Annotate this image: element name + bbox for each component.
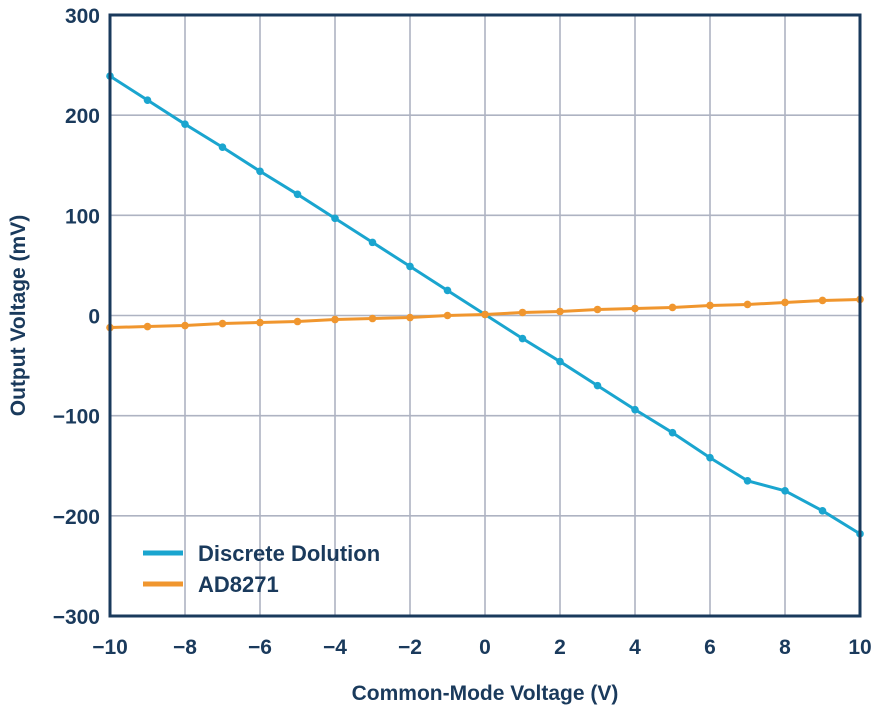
x-tick-label: −10 [92, 636, 128, 659]
data-point [256, 167, 264, 176]
x-tick-label: 0 [479, 636, 491, 659]
data-point [443, 286, 452, 295]
data-point [668, 428, 677, 437]
data-point [256, 318, 264, 327]
x-tick-label: −6 [248, 636, 272, 659]
data-point [406, 313, 414, 322]
data-point [818, 507, 827, 515]
data-point [668, 303, 677, 312]
y-tick-label: −200 [53, 506, 100, 529]
x-tick-labels: −10 −8 −6 −4 −2 0 2 4 6 8 10 [92, 636, 871, 659]
data-point [593, 305, 602, 314]
data-point [556, 357, 564, 366]
data-point [368, 314, 377, 323]
data-point [743, 300, 752, 309]
data-point [443, 311, 452, 320]
data-point [556, 307, 564, 316]
x-tick-label: 8 [779, 636, 791, 659]
data-point [406, 262, 414, 271]
y-axis-title: Output Voltage (mV) [7, 215, 30, 416]
legend-label: AD8271 [198, 572, 279, 597]
legend-label: Discrete Dolution [198, 541, 380, 566]
series-2 [106, 295, 864, 332]
y-tick-label: 300 [65, 5, 100, 28]
data-point [218, 319, 227, 328]
data-point [781, 486, 789, 495]
y-tick-label: 0 [88, 306, 100, 329]
data-point [593, 381, 602, 390]
data-point [518, 308, 527, 317]
x-tick-label: −4 [323, 636, 347, 659]
data-point [293, 190, 302, 199]
data-point [331, 315, 339, 324]
data-point [181, 321, 189, 330]
data-point [706, 301, 714, 310]
x-tick-label: −2 [398, 636, 422, 659]
x-tick-label: 6 [704, 636, 716, 659]
y-tick-label: −300 [53, 606, 100, 629]
y-tick-label: 100 [65, 205, 100, 228]
y-tick-label: 200 [65, 105, 100, 128]
x-tick-label: −8 [173, 636, 197, 659]
data-point [331, 214, 339, 223]
data-point [481, 310, 489, 319]
x-tick-label: 10 [848, 636, 871, 659]
data-point [518, 334, 527, 343]
data-point [706, 453, 714, 462]
x-axis-title: Common-Mode Voltage (V) [352, 682, 619, 705]
data-point [143, 96, 152, 104]
data-point [143, 322, 152, 331]
data-point [631, 405, 639, 414]
data-point [368, 238, 377, 247]
y-tick-label: −100 [53, 406, 100, 429]
series-layer [106, 72, 864, 538]
y-tick-labels: 300 200 100 0 −100 −200 −300 [53, 5, 100, 629]
data-point [781, 298, 789, 307]
data-point [631, 304, 639, 313]
x-tick-label: 2 [554, 636, 566, 659]
data-point [743, 476, 752, 485]
data-point [818, 296, 827, 305]
plot-frame [108, 13, 862, 618]
data-point [293, 317, 302, 326]
data-point [218, 143, 227, 152]
x-tick-label: 4 [629, 636, 641, 659]
data-point [181, 120, 189, 128]
legend: Discrete Dolution AD8271 [143, 541, 380, 597]
